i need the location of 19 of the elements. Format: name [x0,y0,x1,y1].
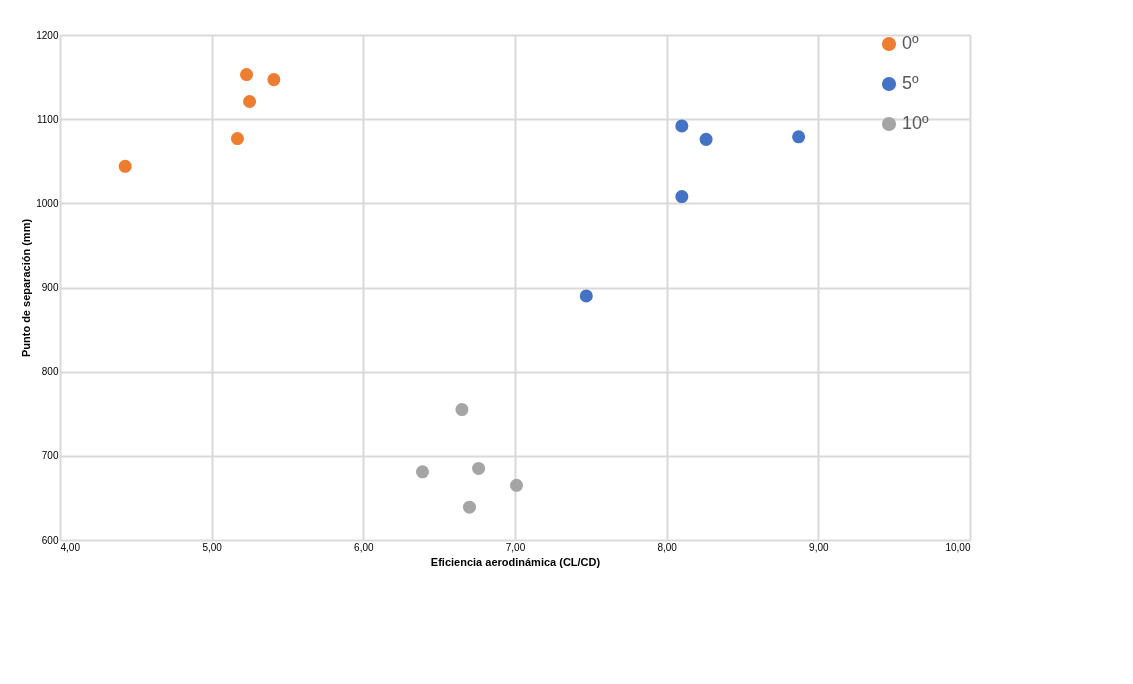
legend-label: 10º [902,113,930,133]
y-tick-label: 1000 [36,197,59,209]
y-tick-label: 1100 [36,113,59,125]
y-tick-label: 900 [41,282,59,293]
x-tick-label: 7,00 [505,541,526,553]
y-axis-title: Punto de separación (mm) [20,218,33,358]
y-tick-label: 600 [41,534,59,546]
x-tick-label: 4,00 [60,541,81,553]
x-axis-title: Eficiencia aerodinámica (CL/CD) [430,555,601,568]
x-tick-label: 5,00 [202,541,223,553]
x-tick-label: 8,00 [657,541,678,553]
x-tick-label: 6,00 [354,541,374,553]
y-tick-label: 1200 [36,29,59,41]
legend-label: 5º [902,73,920,93]
x-tick-label: 9,00 [809,541,829,553]
y-tick-label: 800 [41,366,59,378]
y-tick-label: 700 [41,450,59,462]
legend-label: 0º [902,33,920,53]
x-tick-label: 10,00 [945,541,971,553]
